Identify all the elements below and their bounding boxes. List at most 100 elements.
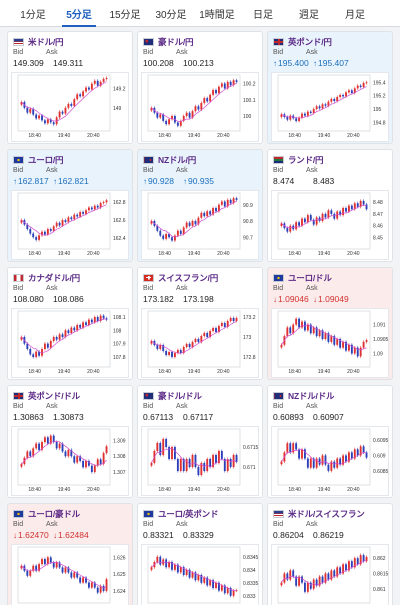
currency-card[interactable]: ユーロ/英ポンド Bid Ask 0.83321 0.83329 0.8345 0.834 0… bbox=[137, 503, 263, 605]
candlestick bbox=[318, 104, 321, 110]
tab-timeframe[interactable]: 週足 bbox=[299, 10, 319, 21]
candlestick bbox=[159, 343, 162, 351]
bid-label: Bid bbox=[273, 49, 284, 56]
mini-candlestick-chart[interactable]: 162.8 162.6 162.4 18:40 19:40 20:40 bbox=[11, 190, 129, 260]
x-tick-label: 18:40 bbox=[288, 133, 301, 139]
mini-candlestick-chart[interactable]: 8.48 8.47 8.46 8.45 18:40 19:40 20:40 bbox=[271, 190, 389, 260]
currency-card[interactable]: ランド/円 Bid Ask 8.474 8.483 8.48 8.47 8.46 8.45 18:… bbox=[267, 149, 393, 262]
currency-pair-name[interactable]: NZドル/円 bbox=[158, 155, 196, 165]
currency-pair-name[interactable]: 米ドル/円 bbox=[28, 37, 64, 47]
y-tick-label: 1.309 bbox=[113, 438, 126, 444]
currency-pair-name[interactable]: 米ドル/スイスフラン bbox=[288, 509, 365, 519]
y-tick-label: 0.671 bbox=[243, 465, 256, 471]
moving-average-line bbox=[21, 318, 107, 354]
ask-label: Ask bbox=[46, 49, 58, 56]
mini-candlestick-chart[interactable]: 0.6715 0.671 18:40 19:40 20:40 bbox=[141, 426, 259, 496]
candlestick bbox=[67, 448, 70, 458]
currency-card[interactable]: スイスフラン/円 Bid Ask 173.182 173.198 173.2 173 172.… bbox=[137, 267, 263, 380]
currency-card[interactable]: 豪ドル/ドル Bid Ask 0.67113 0.67117 0.6715 0.671 18:… bbox=[137, 385, 263, 498]
candlestick bbox=[58, 221, 61, 228]
plot-frame bbox=[17, 428, 111, 486]
bid-ask-labels: Bid Ask bbox=[273, 285, 318, 292]
ask-value: 162.821 bbox=[58, 176, 89, 186]
mini-candlestick-chart[interactable]: 149.2 149 18:40 19:40 20:40 bbox=[11, 72, 129, 142]
currency-pair-name[interactable]: スイスフラン/円 bbox=[158, 273, 219, 283]
currency-card[interactable]: ユーロ/豪ドル Bid Ask ↓1.62470 ↓1.62484 1.626 1.625 1… bbox=[7, 503, 133, 605]
tab-timeframe[interactable]: 15分足 bbox=[109, 10, 141, 21]
candlestick bbox=[365, 80, 368, 85]
currency-pair-name[interactable]: ユーロ/円 bbox=[28, 155, 64, 165]
currency-card[interactable]: 英ポンド/円 Bid Ask ↑195.400 ↑195.407 195.4 195.2 19… bbox=[267, 31, 393, 144]
candlestick bbox=[197, 216, 200, 226]
candlestick bbox=[38, 562, 41, 573]
candlestick bbox=[280, 343, 283, 349]
candlestick bbox=[295, 574, 298, 588]
mini-candlestick-chart[interactable]: 90.9 90.8 90.7 18:40 19:40 20:40 bbox=[141, 190, 259, 260]
currency-card[interactable]: 米ドル/円 Bid Ask 149.309 149.311 149.2 149 18:40 19… bbox=[7, 31, 133, 144]
mini-candlestick-chart[interactable]: 173.2 173 172.8 18:40 19:40 20:40 bbox=[141, 308, 259, 378]
candlestick bbox=[87, 459, 90, 468]
tab-timeframe[interactable]: 日足 bbox=[253, 10, 273, 21]
ask-label: Ask bbox=[306, 167, 318, 174]
mini-candlestick-chart[interactable]: 100.2 100.1 100 18:40 19:40 20:40 bbox=[141, 72, 259, 142]
candlestick bbox=[168, 350, 171, 357]
currency-pair-name[interactable]: ランド/円 bbox=[288, 155, 324, 165]
tab-timeframe[interactable]: 1分足 bbox=[20, 10, 46, 21]
currency-card[interactable]: ユーロ/円 Bid Ask ↑162.817 ↑162.821 162.8 162.6 162… bbox=[7, 149, 133, 262]
currency-pair-name[interactable]: カナダドル/円 bbox=[28, 273, 80, 283]
tab-timeframe[interactable]: 30分足 bbox=[155, 10, 187, 21]
candlestick bbox=[32, 231, 35, 239]
candlestick bbox=[289, 441, 292, 454]
candlestick bbox=[43, 557, 46, 566]
currency-card[interactable]: NZドル/ドル Bid Ask 0.60893 0.60907 0.6095 0.609 0.… bbox=[267, 385, 393, 498]
ask-price: 149.311 bbox=[53, 58, 83, 68]
plot-frame bbox=[17, 74, 111, 132]
candlestick bbox=[73, 570, 76, 580]
bid-value: 0.83321 bbox=[143, 530, 174, 540]
currency-pair-name[interactable]: 豪ドル/円 bbox=[158, 37, 194, 47]
tab-timeframe[interactable]: 月足 bbox=[345, 10, 365, 21]
currency-card[interactable]: NZドル/円 Bid Ask ↑90.928 ↑90.935 90.9 90.8 90.7 18… bbox=[137, 149, 263, 262]
candlestick bbox=[90, 464, 93, 474]
currency-pair-name[interactable]: ユーロ/英ポンド bbox=[158, 509, 219, 519]
y-tick-label: 0.6085 bbox=[373, 469, 389, 475]
mini-candlestick-chart[interactable]: 1.091 1.0905 1.09 18:40 19:40 20:40 bbox=[271, 308, 389, 378]
tab-timeframe[interactable]: 5分足 bbox=[56, 0, 102, 27]
tab-timeframe[interactable]: 1時間足 bbox=[199, 10, 235, 21]
candlestick bbox=[336, 565, 339, 579]
currency-pair-name[interactable]: NZドル/ドル bbox=[288, 391, 335, 401]
currency-pair-name[interactable]: 英ポンド/円 bbox=[288, 37, 332, 47]
y-tick-label: 1.308 bbox=[113, 454, 126, 460]
candlestick bbox=[179, 457, 182, 473]
candlestick bbox=[312, 456, 315, 470]
currency-card[interactable]: カナダドル/円 Bid Ask 108.080 108.086 108.1 108 107.9… bbox=[7, 267, 133, 380]
currency-card[interactable]: 豪ドル/円 Bid Ask 100.208 100.213 100.2 100.1 100 18… bbox=[137, 31, 263, 144]
currency-pair-name[interactable]: ユーロ/ドル bbox=[288, 273, 332, 283]
mini-candlestick-chart[interactable]: 1.309 1.308 1.307 18:40 19:40 20:40 bbox=[11, 426, 129, 496]
bid-ask-labels: Bid Ask bbox=[13, 521, 58, 528]
mini-candlestick-chart[interactable]: 195.4 195.2 195 194.8 18:40 19:40 20:40 bbox=[271, 72, 389, 142]
bid-label: Bid bbox=[143, 403, 154, 410]
card-header: NZドル/ドル bbox=[273, 390, 334, 402]
currency-pair-name[interactable]: 英ポンド/ドル bbox=[28, 391, 80, 401]
currency-card[interactable]: ユーロ/ドル Bid Ask ↓1.09046 ↓1.09049 1.091 1.0905 1… bbox=[267, 267, 393, 380]
candlestick bbox=[58, 110, 61, 120]
bid-label: Bid bbox=[273, 167, 284, 174]
bid-price: 0.60893 bbox=[273, 412, 313, 422]
ask-value: 149.311 bbox=[53, 58, 84, 68]
ask-price: ↓1.62484 bbox=[53, 530, 89, 540]
ask-label: Ask bbox=[176, 521, 188, 528]
mini-candlestick-chart[interactable]: 108.1 108 107.9 107.8 18:40 19:40 20:40 bbox=[11, 308, 129, 378]
currency-card[interactable]: 英ポンド/ドル Bid Ask 1.30863 1.30873 1.309 1.308 1.3… bbox=[7, 385, 133, 498]
candlestick bbox=[82, 575, 85, 585]
mini-candlestick-chart[interactable]: 0.6095 0.609 0.6085 18:40 19:40 20:40 bbox=[271, 426, 389, 496]
currency-pair-name[interactable]: ユーロ/豪ドル bbox=[28, 509, 80, 519]
bid-ask-values: 0.67113 0.67117 bbox=[143, 412, 213, 422]
currency-card[interactable]: 米ドル/スイスフラン Bid Ask 0.86204 0.86219 0.862 0.861… bbox=[267, 503, 393, 605]
candlestick bbox=[90, 82, 93, 92]
currency-pair-name[interactable]: 豪ドル/ドル bbox=[158, 391, 202, 401]
